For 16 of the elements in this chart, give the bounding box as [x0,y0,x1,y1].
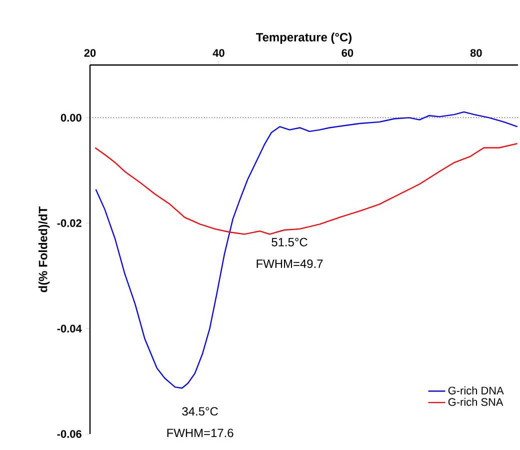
annotation: 51.5°C [272,238,308,246]
x-tick-label: 80 [470,49,482,57]
y-tick-label: -0.02 [57,219,82,228]
y-tick-label: -0.04 [57,324,82,332]
y-tick-label: -0.06 [57,430,82,438]
x-tick-label: 60 [342,49,354,57]
y-tick-label: 0.00 [60,114,82,122]
annotation: 34.5°C [182,407,218,416]
y-axis-title: d(% Folded)/dT [38,206,50,292]
x-axis-title: Temperature (°C) [256,32,352,44]
annotation: FWHM=49.7 [256,260,323,268]
x-tick-label: 40 [212,49,224,57]
annotation: FWHM=17.6 [167,428,234,438]
legend-label: G-rich DNA [448,386,504,394]
legend-label: G-rich SNA [448,398,504,406]
x-tick-label: 20 [84,49,96,57]
